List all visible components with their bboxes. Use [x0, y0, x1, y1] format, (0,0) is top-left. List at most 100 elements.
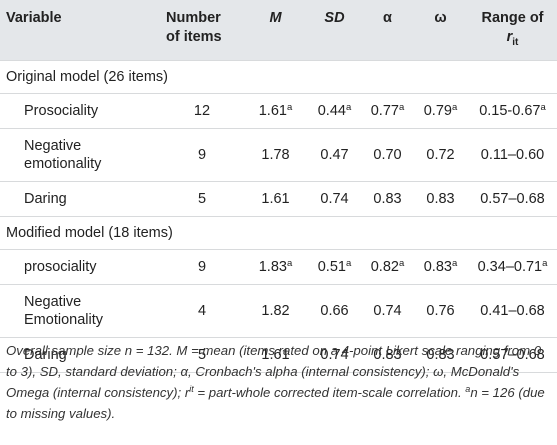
cell-m-superscript: a [286, 257, 293, 269]
table-row: Prosociality 12 1.61a 0.44a 0.77a 0.79a 0.15-0… [0, 92, 557, 129]
header-range: Range of rit [468, 0, 557, 60]
cell-alpha: 0.77a [362, 92, 413, 129]
cell-m-value: 1.83 [258, 258, 287, 275]
results-table-container: Variable Number of items M SD α ω Range o… [0, 0, 557, 373]
cell-sd-value: 0.51 [317, 258, 346, 275]
cell-sd: 0.66 [307, 283, 362, 338]
header-alpha: α [383, 10, 392, 26]
cell-omega-value: 0.83 [426, 346, 455, 363]
table-row: prosociality 9 1.83a 0.51a 0.82a 0.83a 0.34–0.… [0, 248, 557, 285]
cell-sd-superscript: a [345, 257, 352, 269]
note-rit-sup: it [189, 384, 194, 394]
cell-m-value: 1.78 [261, 146, 290, 163]
cell-number-of-items-value: 12 [193, 102, 211, 119]
cell-sd: 0.74 [307, 180, 362, 217]
cell-number-of-items: 12 [160, 92, 244, 129]
header-range-sub: it [512, 36, 519, 48]
cell-sd: 0.74 [307, 336, 362, 373]
cell-m-value: 1.82 [261, 302, 290, 319]
cell-m-value: 1.61 [261, 190, 290, 207]
cell-range-value: 0.41–0.68 [480, 302, 545, 319]
cell-range: 0.57–0.68 [468, 336, 557, 373]
cell-omega-value: 0.79 [423, 102, 452, 119]
cell-m: 1.83a [244, 248, 307, 285]
cell-alpha-value: 0.70 [373, 146, 402, 163]
cell-number-of-items-value: 9 [197, 258, 207, 275]
section-empty-cell [413, 59, 468, 94]
cell-variable-value: Prosociality [24, 102, 99, 119]
section-empty-cell [468, 59, 557, 94]
cell-m: 1.61 [244, 336, 307, 373]
header-number-of-items: Number of items [160, 0, 244, 60]
cell-range: 0.57–0.68 [468, 180, 557, 217]
header-sd: SD [324, 10, 345, 26]
cell-alpha-value: 0.77 [370, 102, 399, 119]
cell-omega-superscript: a [451, 257, 458, 269]
cell-m-superscript: a [286, 101, 293, 113]
cell-number-of-items-value: 5 [197, 190, 207, 207]
cell-range: 0.41–0.68 [468, 283, 557, 338]
cell-variable-value: Daring [24, 346, 67, 363]
cell-variable-value: prosociality [24, 258, 97, 275]
section-empty-cell [413, 215, 468, 250]
cell-range-superscript: a [540, 101, 546, 113]
cell-alpha: 0.83 [362, 180, 413, 217]
results-table: Variable Number of items M SD α ω Range o… [0, 0, 557, 373]
cell-alpha: 0.74 [362, 283, 413, 338]
cell-alpha-value: 0.83 [373, 190, 402, 207]
table-row: Negative emotionality 9 1.78 0.47 0.70 0.72 0.… [0, 127, 557, 182]
cell-variable: Negative Emotionality [0, 283, 160, 338]
cell-sd-value: 0.74 [320, 346, 349, 363]
cell-sd-value: 0.44 [317, 102, 346, 119]
cell-number-of-items: 9 [160, 248, 244, 285]
note-a-sup: a [465, 384, 471, 394]
cell-sd-value: 0.47 [320, 146, 349, 163]
cell-number-of-items: 5 [160, 180, 244, 217]
cell-variable-value: Daring [24, 190, 67, 207]
cell-omega: 0.72 [413, 127, 468, 182]
cell-alpha: 0.70 [362, 127, 413, 182]
section-empty-cell [244, 215, 307, 250]
section-empty-cell [307, 215, 362, 250]
cell-sd: 0.51a [307, 248, 362, 285]
cell-alpha-superscript: a [398, 257, 405, 269]
cell-range-superscript: a [542, 257, 548, 269]
cell-sd-value: 0.66 [320, 302, 349, 319]
cell-omega-superscript: a [451, 101, 458, 113]
section-empty-cell [362, 215, 413, 250]
section-empty-cell [307, 59, 362, 94]
cell-alpha-value: 0.74 [373, 302, 402, 319]
section-header-row: Original model (26 items) [0, 59, 557, 94]
cell-range-value: 0.15-0.67 [479, 102, 541, 119]
header-variable: Variable [6, 10, 62, 26]
header-range-r: r [506, 29, 513, 45]
cell-alpha-superscript: a [398, 101, 405, 113]
cell-range-value: 0.57–0.68 [480, 190, 545, 207]
cell-variable-value: Negative Emotionality [24, 293, 103, 328]
header-number-line2: of items [166, 29, 222, 45]
cell-range: 0.15-0.67a [468, 92, 557, 129]
cell-m: 1.61 [244, 180, 307, 217]
table-body: Original model (26 items) Prosociality 12 1… [0, 59, 557, 373]
section-header-row: Modified model (18 items) [0, 215, 557, 250]
header-omega: ω [434, 10, 447, 26]
cell-alpha: 0.82a [362, 248, 413, 285]
cell-omega-value: 0.83 [423, 258, 452, 275]
cell-m-value: 1.61 [258, 102, 287, 119]
cell-omega-value: 0.72 [426, 146, 455, 163]
cell-range-value: 0.34–0.71 [477, 258, 543, 275]
cell-omega-value: 0.83 [426, 190, 455, 207]
section-empty-cell [362, 59, 413, 94]
cell-sd: 0.44a [307, 92, 362, 129]
note-part1: Overall sample size n = 132. M = mean (i… [6, 343, 542, 400]
cell-variable: Daring [0, 180, 160, 217]
cell-omega: 0.83 [413, 336, 468, 373]
cell-number-of-items: 9 [160, 127, 244, 182]
cell-variable: prosociality [0, 248, 160, 285]
cell-range-value: 0.57–0.68 [480, 346, 545, 363]
cell-range-value: 0.11–0.60 [480, 146, 545, 163]
cell-m-value: 1.61 [261, 346, 290, 363]
cell-number-of-items-value: 5 [197, 346, 207, 363]
cell-range: 0.34–0.71a [468, 248, 557, 285]
section-title: Modified model (18 items) [0, 215, 244, 250]
